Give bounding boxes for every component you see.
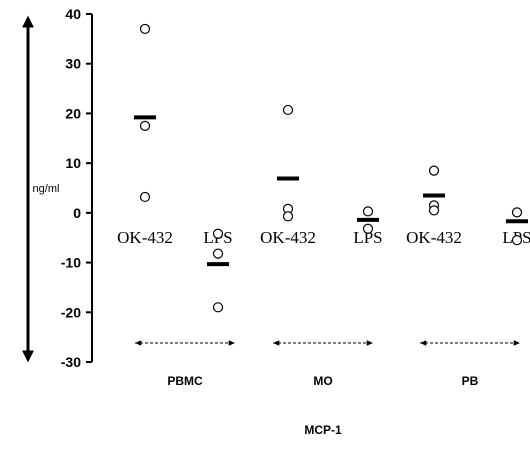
data-point xyxy=(212,302,224,313)
y-tick-label: -20 xyxy=(61,304,81,320)
data-point xyxy=(362,223,374,234)
data-point xyxy=(212,248,224,259)
data-point xyxy=(139,120,151,131)
y-tick-label: -10 xyxy=(61,255,81,271)
y-axis-label: ng/ml xyxy=(33,183,60,195)
data-point xyxy=(282,211,294,222)
y-tick-label: -30 xyxy=(61,354,81,370)
category-label: OK-432 xyxy=(260,228,316,247)
data-point xyxy=(428,165,440,176)
y-tick-label: 0 xyxy=(73,205,81,221)
group-label: PB xyxy=(462,374,479,388)
chart-title: MCP-1 xyxy=(304,423,342,437)
data-point xyxy=(139,23,151,35)
data-point xyxy=(511,235,523,246)
data-point xyxy=(212,228,224,239)
data-point xyxy=(139,191,151,203)
y-tick-label: 10 xyxy=(65,155,81,171)
data-marks xyxy=(134,23,528,313)
y-tick-label: 20 xyxy=(65,105,81,121)
data-point xyxy=(511,207,523,218)
group-label: MO xyxy=(313,374,332,388)
category-label: OK-432 xyxy=(406,228,462,247)
y-tick-label: 30 xyxy=(65,56,81,72)
group-label: PBMC xyxy=(167,374,203,388)
category-label: LPS xyxy=(353,228,382,247)
data-point xyxy=(282,104,294,116)
y-ticks: 40 30 20 10 0 -10 -20 -30 xyxy=(61,6,92,370)
category-label: OK-432 xyxy=(117,228,173,247)
data-point xyxy=(428,205,440,216)
data-point xyxy=(362,206,374,217)
y-tick-label: 40 xyxy=(65,6,81,22)
